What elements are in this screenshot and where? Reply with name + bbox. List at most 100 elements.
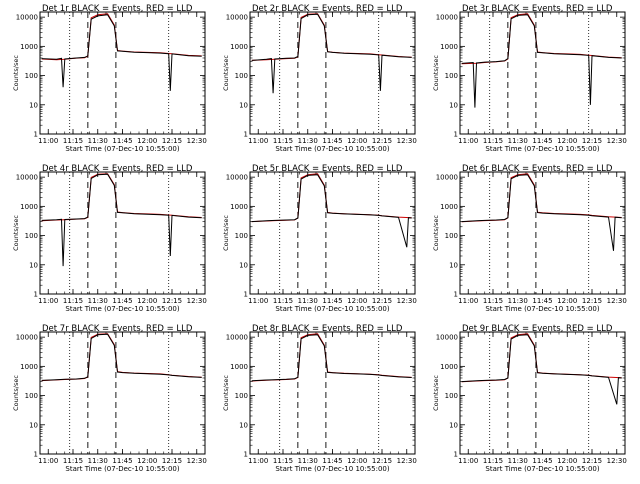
y-axis-label: Counts/sec [222,55,230,91]
chart-panel: Det 3r BLACK = Events, RED = LLD 1 10 100 10… [432,4,627,153]
x-tick-label: 12:00 [137,297,157,305]
x-tick-label: 12:15 [582,457,602,465]
x-tick-label: 11:00 [38,297,58,305]
y-tick-label: 10 [29,101,38,109]
x-tick-label: 12:15 [162,137,182,145]
x-tick-label: 11:00 [458,457,478,465]
chart-title: Det 1r BLACK = Events, RED = LLD [42,4,193,14]
x-tick-label: 11:15 [483,457,503,465]
x-tick-label: 12:00 [137,457,157,465]
y-tick-label: 1 [454,451,458,459]
y-tick-label: 100 [25,232,38,240]
x-tick-label: 11:45 [112,457,132,465]
x-tick-label: 11:15 [273,137,293,145]
y-tick-label: 1 [244,291,248,299]
series-line [251,333,412,382]
y-axis-label: Counts/sec [12,215,20,251]
chart-title: Det 4r BLACK = Events, RED = LLD [42,164,193,174]
x-tick-label: 11:30 [508,137,528,145]
x-tick-label: 11:00 [458,137,478,145]
chart-title: Det 3r BLACK = Events, RED = LLD [462,4,613,14]
y-tick-label: 1 [34,131,38,139]
x-tick-label: 11:30 [298,457,318,465]
x-axis-label: Start Time (07-Dec-10 10:55:00) [275,145,389,153]
plot-frame [459,331,626,455]
x-tick-label: 11:45 [322,297,342,305]
x-axis-label: Start Time (07-Dec-10 10:55:00) [275,305,389,313]
y-axis-label: Counts/sec [222,375,230,411]
y-tick-label: 10000 [436,334,458,342]
x-axis-label: Start Time (07-Dec-10 10:55:00) [485,465,599,473]
x-tick-label: 11:45 [532,137,552,145]
x-tick-label: 12:15 [162,297,182,305]
plot-frame [459,11,626,135]
x-tick-label: 11:15 [63,457,83,465]
x-tick-label: 11:00 [38,137,58,145]
chart-title: Det 8r BLACK = Events, RED = LLD [252,324,403,334]
x-tick-label: 11:45 [322,457,342,465]
y-tick-label: 1000 [440,203,458,211]
x-tick-label: 12:30 [397,457,417,465]
x-tick-label: 12:30 [187,297,207,305]
y-tick-label: 100 [445,392,458,400]
y-tick-label: 1000 [440,363,458,371]
y-tick-label: 100 [25,392,38,400]
x-tick-label: 11:45 [112,297,132,305]
y-tick-label: 10000 [16,334,38,342]
x-tick-label: 11:15 [483,137,503,145]
y-tick-label: 10000 [226,334,248,342]
x-tick-label: 12:30 [187,137,207,145]
y-tick-label: 1000 [230,363,248,371]
chart-panel: Det 5r BLACK = Events, RED = LLD 1 10 100 10… [222,164,417,313]
x-tick-label: 11:00 [248,137,268,145]
y-tick-label: 1 [454,131,458,139]
x-tick-label: 11:30 [298,137,318,145]
x-tick-label: 11:45 [322,137,342,145]
x-tick-label: 12:00 [347,457,367,465]
x-tick-label: 12:30 [607,297,627,305]
x-tick-label: 12:00 [557,297,577,305]
x-tick-label: 12:00 [347,297,367,305]
x-tick-label: 12:00 [137,137,157,145]
x-tick-label: 11:15 [483,297,503,305]
y-tick-label: 10000 [226,174,248,182]
series-line [461,174,622,251]
series-line [461,333,622,383]
chart-title: Det 2r BLACK = Events, RED = LLD [252,4,403,14]
plot-frame [249,331,416,455]
y-tick-label: 1000 [20,363,38,371]
y-tick-label: 1 [454,291,458,299]
x-axis-label: Start Time (07-Dec-10 10:55:00) [65,465,179,473]
y-axis-label: Counts/sec [12,375,20,411]
plot-frame [249,171,416,295]
plot-frame [249,11,416,135]
y-axis-label: Counts/sec [432,55,440,91]
y-tick-label: 1000 [440,43,458,51]
y-tick-label: 1 [244,451,248,459]
y-tick-label: 1000 [230,43,248,51]
series-line [251,13,412,94]
y-tick-label: 10000 [226,14,248,22]
y-tick-label: 100 [235,232,248,240]
y-tick-label: 100 [445,72,458,80]
x-tick-label: 12:30 [607,457,627,465]
x-tick-label: 11:45 [532,457,552,465]
series-line [251,173,412,223]
y-tick-label: 10 [239,101,248,109]
y-tick-label: 10000 [436,14,458,22]
y-axis-label: Counts/sec [432,215,440,251]
x-tick-label: 12:15 [372,457,392,465]
x-tick-label: 12:00 [347,137,367,145]
series-line [461,14,622,108]
x-tick-label: 12:15 [372,137,392,145]
x-tick-label: 11:30 [508,457,528,465]
x-tick-label: 11:30 [508,297,528,305]
y-axis-label: Counts/sec [432,375,440,411]
y-tick-label: 10000 [16,14,38,22]
x-tick-label: 11:00 [458,297,478,305]
chart-panel: Det 8r BLACK = Events, RED = LLD 1 10 100 10… [222,324,417,473]
chart-panel: Det 7r BLACK = Events, RED = LLD 1 10 100 10… [12,324,207,473]
chart-title: Det 5r BLACK = Events, RED = LLD [252,164,403,174]
